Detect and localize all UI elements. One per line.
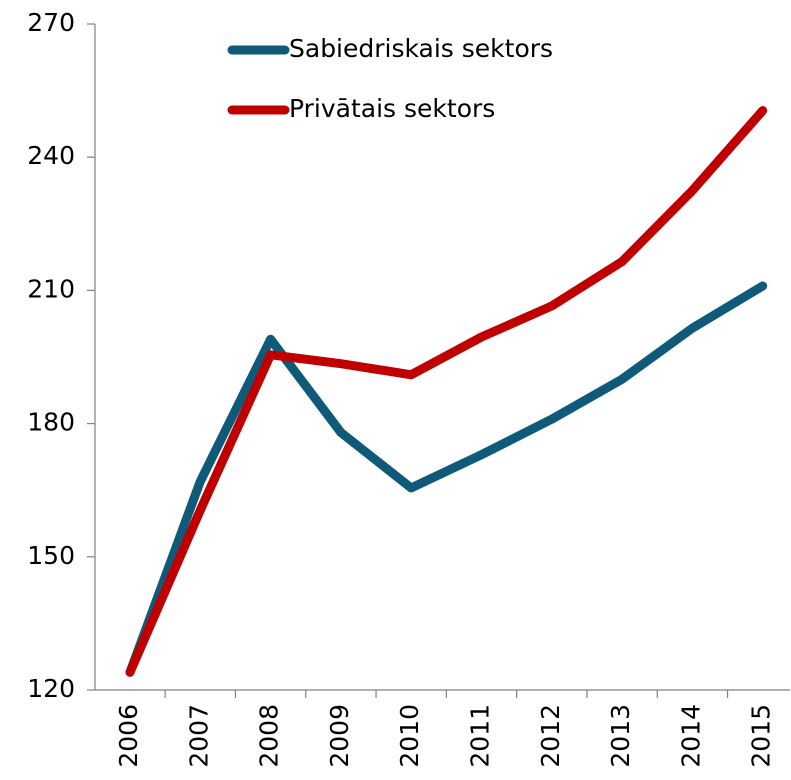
- x-tick-label: 2015: [747, 704, 776, 768]
- y-tick-label: 270: [27, 8, 75, 37]
- y-tick-label: 120: [27, 674, 75, 703]
- line-series: [125, 281, 768, 677]
- x-tick-label: 2010: [395, 704, 424, 768]
- x-tick-label: 2013: [606, 704, 635, 768]
- y-tick-label: 240: [27, 141, 75, 170]
- legend-label: Privātais sektors: [289, 94, 495, 123]
- legend-label: Sabiedriskais sektors: [289, 34, 553, 63]
- y-tick-label: 210: [27, 274, 75, 303]
- x-tick-label: 2008: [255, 704, 284, 768]
- x-tick-label: 2014: [676, 704, 705, 768]
- x-tick-label: 2011: [466, 704, 495, 768]
- x-tick-label: 2009: [325, 704, 354, 768]
- x-tick-label: 2006: [114, 704, 143, 768]
- y-tick-label: 180: [27, 408, 75, 437]
- x-tick-label: 2007: [184, 704, 213, 768]
- y-tick-label: 150: [27, 541, 75, 570]
- x-tick-label: 2012: [536, 704, 565, 768]
- line-series: [125, 106, 768, 677]
